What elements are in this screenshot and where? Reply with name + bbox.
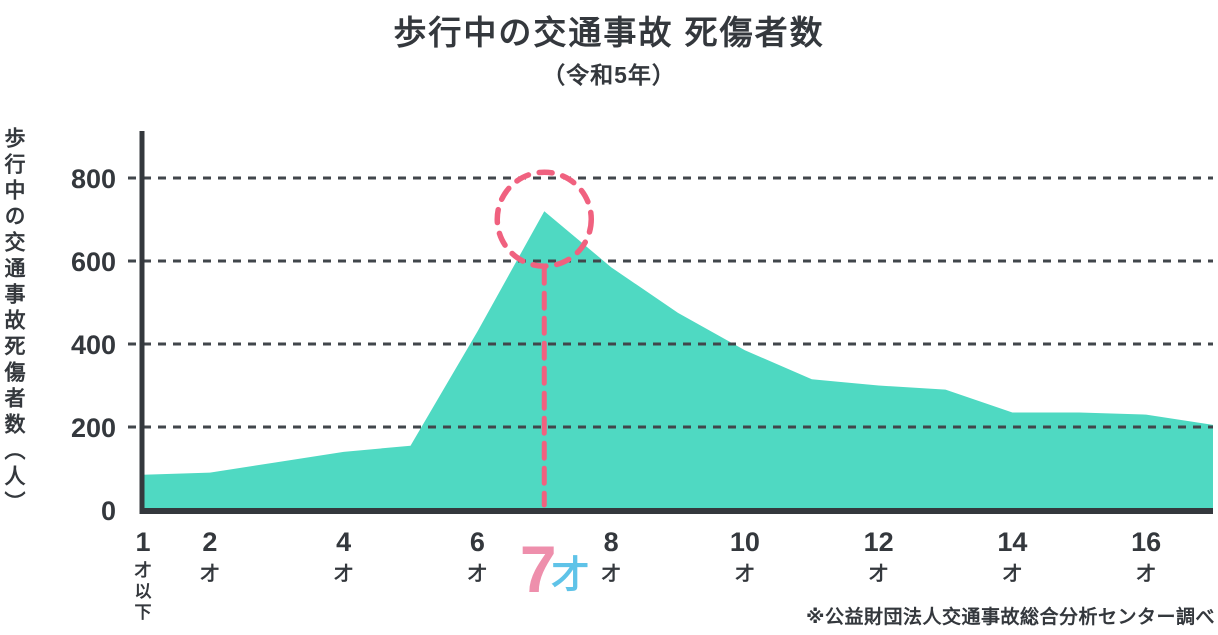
x-tick-num-4: 4 (336, 527, 351, 557)
x-tick-num-12: 12 (864, 527, 894, 557)
chart-title: 歩行中の交通事故 死傷者数 (393, 14, 825, 51)
x-tick-suffix-12: 才 (869, 562, 888, 585)
x-tick-suffix-10: 才 (735, 562, 754, 585)
x-tick-suffix-4: 才 (334, 562, 353, 585)
x-tick-suffix-1-2: 下 (135, 603, 152, 622)
x-tick-suffix-8: 才 (602, 562, 621, 585)
x-tick-highlight-suffix: 才 (551, 555, 589, 597)
x-tick-suffix-14: 才 (1003, 562, 1022, 585)
x-tick-num-14: 14 (997, 527, 1027, 557)
x-tick-num-6: 6 (470, 527, 485, 557)
y-tick-label-800: 800 (71, 164, 116, 194)
y-axis-title: 歩行中の交通事故死傷者数（人） (2, 127, 25, 517)
x-tick-suffix-6: 才 (468, 562, 487, 585)
x-tick-num-16: 16 (1131, 527, 1161, 557)
y-tick-label-400: 400 (71, 330, 116, 360)
x-tick-num-1: 1 (135, 527, 150, 557)
y-tick-label-200: 200 (71, 413, 116, 443)
x-tick-suffix-1-0: 才 (135, 560, 152, 580)
source-note: ※公益財団法人交通事故総合分析センター調べ (806, 607, 1215, 628)
x-tick-suffix-16: 才 (1137, 562, 1156, 585)
y-tick-label-0: 0 (101, 496, 116, 526)
x-tick-num-2: 2 (202, 527, 217, 557)
x-tick-num-10: 10 (730, 527, 760, 557)
casualty-area-series (143, 211, 1213, 509)
chart-subtitle: （令和5年） (542, 62, 676, 88)
y-tick-label-600: 600 (71, 247, 116, 277)
x-tick-suffix-2: 才 (200, 562, 219, 585)
x-tick-num-8: 8 (604, 527, 619, 557)
x-tick-highlight-num: 7 (520, 532, 557, 606)
x-tick-suffix-1-1: 以 (135, 582, 152, 601)
